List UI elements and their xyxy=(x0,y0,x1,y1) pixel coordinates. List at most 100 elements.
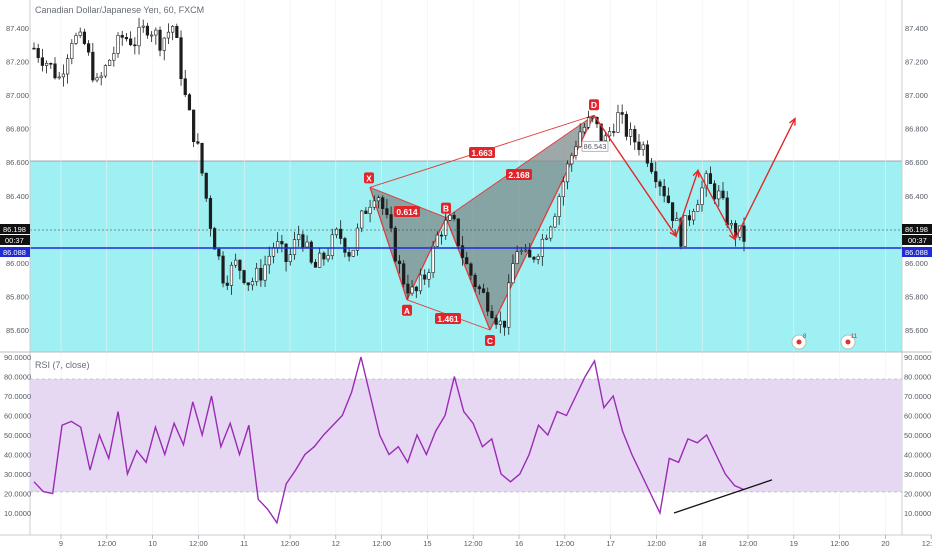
timer-badge-right-bg xyxy=(902,235,932,245)
rsi-tick-label-left: 90.0000 xyxy=(4,353,31,362)
price-tick-label-left: 86.800 xyxy=(6,125,29,134)
rsi-tick-label: 60.0000 xyxy=(904,412,931,421)
rsi-tick-label: 30.0000 xyxy=(904,470,931,479)
candle-down xyxy=(494,317,498,325)
candle-down xyxy=(192,109,196,143)
time-tick-label: 19 xyxy=(790,539,798,548)
candle-up xyxy=(691,211,696,221)
candle-up xyxy=(57,76,61,79)
price-tick-label-left: 86.600 xyxy=(6,158,29,167)
candle-down xyxy=(158,29,162,51)
price-tick-label-left: 86.000 xyxy=(6,259,29,268)
candle-up xyxy=(78,31,82,36)
rsi-tick-label: 10.0000 xyxy=(904,509,931,518)
candle-up xyxy=(271,247,276,257)
rsi-title: RSI (7, close) xyxy=(35,360,90,370)
candle-up xyxy=(549,226,553,239)
candle-down xyxy=(679,218,683,247)
candle-up xyxy=(570,155,574,165)
candle-up xyxy=(166,31,171,39)
rsi-tick-label-left: 10.0000 xyxy=(4,509,31,518)
candle-up xyxy=(318,252,322,268)
candle-up xyxy=(154,29,158,36)
candle-up xyxy=(297,234,301,240)
time-tick-label: 11 xyxy=(240,539,248,548)
candle-up xyxy=(641,144,645,151)
candle-down xyxy=(284,243,288,263)
event-flag-1[interactable]: 8 xyxy=(791,334,807,350)
candle-down xyxy=(196,141,200,144)
time-tick-label: 12 xyxy=(332,539,340,548)
candle-up xyxy=(288,254,292,263)
candle-down xyxy=(208,197,213,229)
price-badge-left-bg xyxy=(0,224,30,234)
price-tick-label: 87.000 xyxy=(905,91,928,100)
candle-down xyxy=(406,283,410,294)
candle-down xyxy=(36,48,40,59)
event-flag-1-dot xyxy=(796,339,802,345)
candle-up xyxy=(234,259,238,266)
candle-down xyxy=(381,197,385,209)
candle-up xyxy=(162,37,166,51)
timer-badge: 00:37 00:37 xyxy=(0,235,932,245)
candle-down xyxy=(301,234,305,248)
price-badge-right-bg xyxy=(902,224,932,234)
pattern-triangle-bcd xyxy=(446,115,594,330)
pattern-edge xyxy=(445,114,595,218)
pattern-edge xyxy=(369,186,447,219)
candle-up xyxy=(435,234,439,247)
rsi-tick-label-left: 80.0000 xyxy=(4,373,31,382)
support-badge-left: 86.088 xyxy=(3,248,26,257)
candle-down xyxy=(486,292,490,312)
candle-down xyxy=(200,143,204,174)
candle-down xyxy=(133,44,137,47)
candle-up xyxy=(557,196,561,217)
candle-up xyxy=(616,112,620,133)
candle-down xyxy=(49,62,53,65)
candle-up xyxy=(431,245,435,273)
support-badge-right: 86.088 xyxy=(905,248,928,257)
price-tick-label-left: 87.400 xyxy=(6,24,29,33)
support-badge-left-bg xyxy=(0,247,30,257)
candle-down xyxy=(129,38,133,46)
projection-path xyxy=(593,114,796,241)
candle-down xyxy=(213,228,217,250)
candle-down xyxy=(309,241,313,263)
right-axis xyxy=(902,0,932,550)
projection-arrowhead xyxy=(728,232,736,241)
candle-up xyxy=(70,43,74,59)
ratio-label-bd-bg xyxy=(506,169,532,180)
candle-down xyxy=(670,202,675,221)
candle-up xyxy=(507,282,511,328)
candle-down xyxy=(40,57,45,66)
price-tick-label: 86.600 xyxy=(905,158,928,167)
point-label-d-bg xyxy=(589,99,599,111)
candle-down xyxy=(221,255,225,284)
timer-badge-left: 00:37 xyxy=(5,236,24,245)
event-flag-2[interactable]: 11 xyxy=(840,334,858,350)
rsi-tick-label-left: 30.0000 xyxy=(4,470,31,479)
time-tick-label: 9 xyxy=(59,539,63,548)
candle-up xyxy=(427,272,431,280)
candle-up xyxy=(292,239,297,255)
support-badge-right-bg xyxy=(902,247,932,257)
event-flag-2-count: 11 xyxy=(851,334,858,340)
ratio-label-ac-bg xyxy=(435,313,461,324)
projection-arrowhead xyxy=(789,117,796,126)
rsi-tick-label-left: 40.0000 xyxy=(4,451,31,460)
event-flag-2-dot xyxy=(845,339,851,345)
price-tick-label-left: 87.000 xyxy=(6,91,29,100)
price-tick-label-left: 85.600 xyxy=(6,326,29,335)
candle-up xyxy=(137,26,141,47)
candle-up xyxy=(717,190,721,200)
candle-down xyxy=(414,286,418,292)
candle-up xyxy=(704,173,708,189)
time-tick-label: 12:00 xyxy=(97,539,116,548)
candle-down xyxy=(620,112,624,115)
candle-down xyxy=(242,270,246,284)
time-tick-label: 12:00 xyxy=(555,539,574,548)
candle-down xyxy=(246,282,250,286)
time-tick-label: 12:00 xyxy=(189,539,208,548)
time-tick-label: 12:00 xyxy=(372,539,391,548)
